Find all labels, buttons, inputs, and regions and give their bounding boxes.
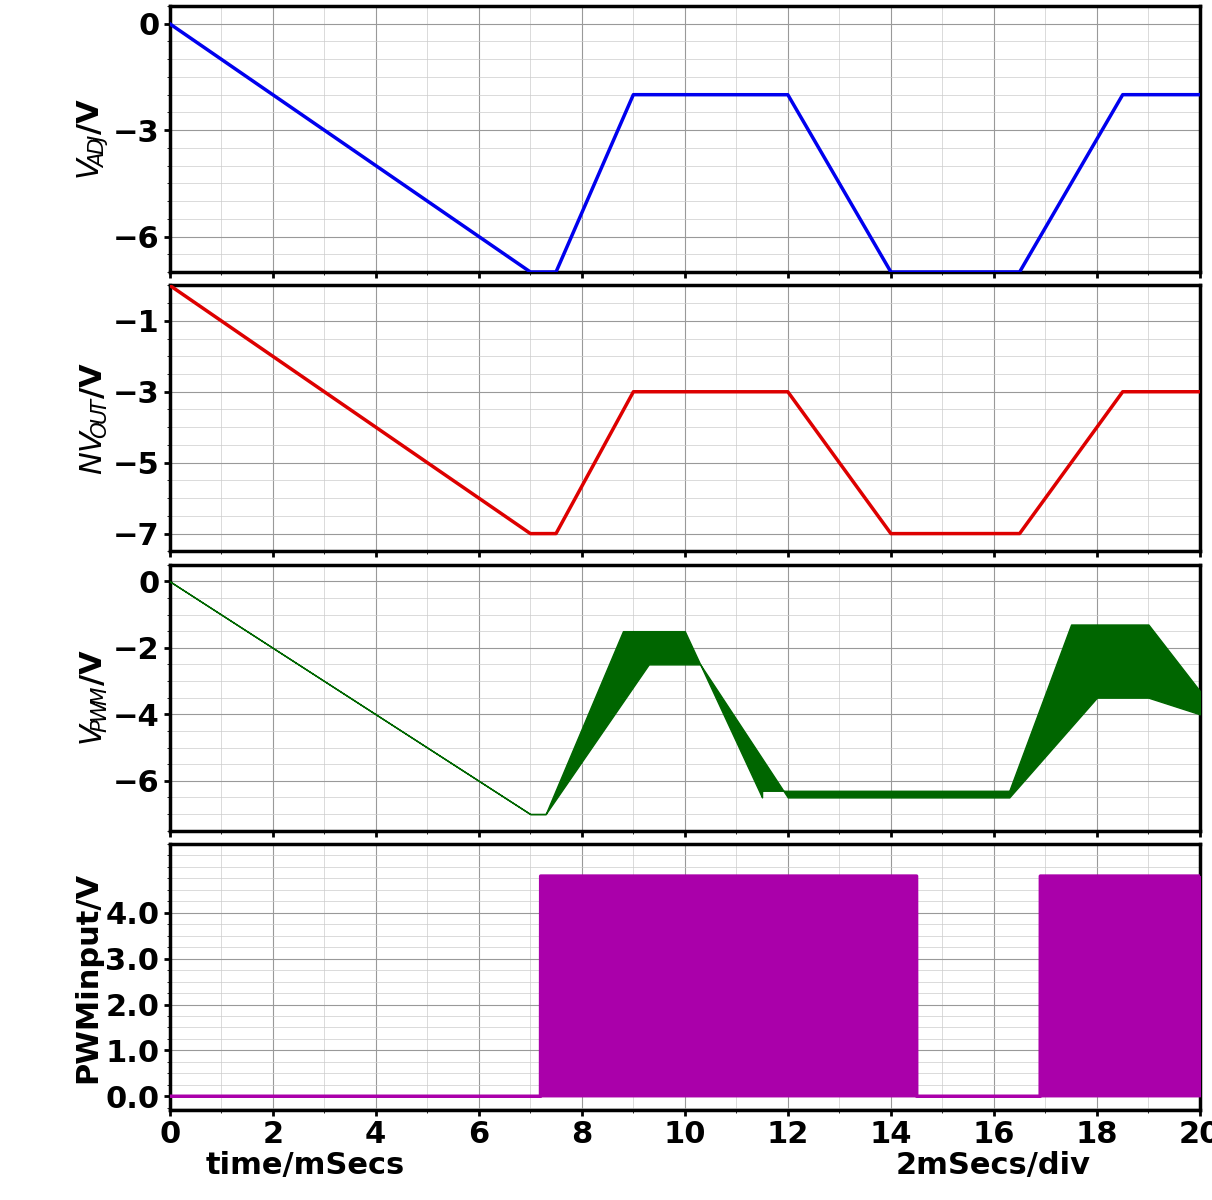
Y-axis label: PWMinput/V: PWMinput/V <box>74 871 102 1082</box>
Text: time/mSecs: time/mSecs <box>206 1151 405 1180</box>
Y-axis label: $V_{\!\!P\!W\!M}$/V: $V_{\!\!P\!W\!M}$/V <box>79 649 110 746</box>
Y-axis label: $NV_{\!\!O\!U\!T}$/V: $NV_{\!\!O\!U\!T}$/V <box>79 362 110 475</box>
Text: 2mSecs/div: 2mSecs/div <box>896 1151 1091 1180</box>
Y-axis label: $V_{\!\!A\!D\!J}$/V: $V_{\!\!A\!D\!J}$/V <box>75 98 110 180</box>
